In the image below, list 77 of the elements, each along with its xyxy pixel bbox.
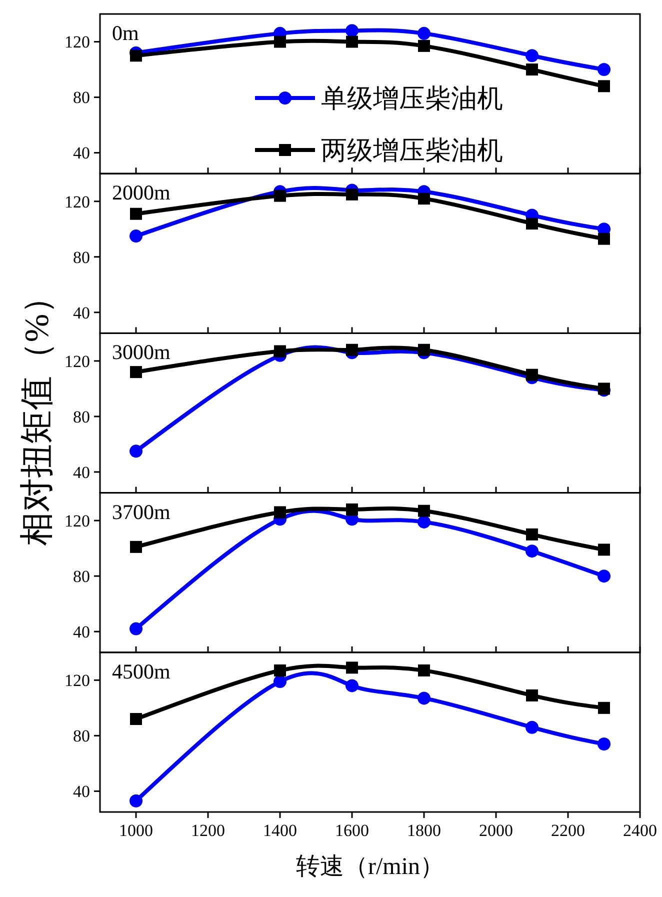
point — [130, 208, 142, 220]
point — [346, 662, 358, 674]
y-tick-label: 40 — [73, 462, 90, 482]
point — [418, 664, 430, 676]
point — [418, 26, 430, 40]
point — [598, 232, 610, 245]
point — [346, 679, 358, 692]
point — [598, 544, 610, 556]
legend-label: 单级增压柴油机 — [321, 84, 503, 113]
y-tick-label: 80 — [73, 88, 90, 108]
point — [130, 794, 142, 808]
point — [274, 664, 286, 676]
point — [346, 188, 358, 200]
point — [598, 570, 610, 583]
point — [526, 544, 538, 558]
point — [598, 702, 610, 714]
point — [346, 24, 358, 38]
point — [526, 218, 538, 230]
annotation: 2000m — [112, 180, 170, 205]
point — [526, 368, 538, 381]
y-tick-label: 40 — [73, 144, 90, 163]
point — [130, 622, 142, 636]
legend-label: 两级增压柴油机 — [321, 136, 503, 165]
y-tick-label: 120 — [64, 671, 90, 690]
point — [526, 528, 538, 540]
y-tick-label: 120 — [64, 192, 90, 212]
x-tick-label: 1600 — [335, 821, 369, 840]
point — [418, 344, 430, 356]
point — [274, 190, 286, 202]
x-tick-label: 2200 — [551, 821, 585, 840]
y-tick-label: 80 — [73, 407, 90, 426]
point — [526, 689, 538, 702]
x-axis-title: 转速（r/min） — [296, 854, 444, 880]
point — [130, 444, 142, 458]
x-tick-label: 2000 — [479, 821, 513, 840]
y-tick-label: 40 — [73, 782, 90, 802]
point — [526, 720, 538, 734]
point — [598, 737, 610, 750]
point — [346, 36, 358, 48]
point — [598, 63, 610, 76]
x-tick-label: 1800 — [407, 821, 441, 840]
point — [130, 540, 142, 553]
x-tick-label: 1000 — [119, 821, 153, 840]
point — [526, 64, 538, 76]
point — [130, 50, 142, 62]
point — [130, 366, 142, 378]
y-tick-label: 120 — [64, 352, 90, 371]
point — [418, 504, 430, 517]
y-axis-title: 相对扭矩值（%） — [19, 280, 56, 546]
point — [274, 345, 286, 358]
x-tick-label: 1400 — [263, 821, 297, 840]
point — [346, 503, 358, 516]
x-tick-label: 1200 — [191, 821, 225, 840]
y-tick-label: 80 — [73, 567, 90, 586]
annotation: 3700m — [112, 500, 170, 524]
y-tick-label: 80 — [73, 248, 90, 267]
point — [130, 713, 142, 726]
point — [274, 675, 286, 688]
y-tick-label: 40 — [73, 303, 90, 322]
annotation: 4500m — [112, 659, 170, 684]
point — [346, 344, 358, 356]
x-tick-label: 2400 — [623, 821, 657, 840]
y-tick-label: 120 — [64, 32, 90, 52]
point — [418, 192, 430, 205]
annotation: 0m — [112, 21, 139, 45]
y-tick-label: 80 — [73, 726, 90, 746]
point — [418, 692, 430, 705]
point — [526, 49, 538, 62]
point — [418, 515, 430, 528]
annotation: 3000m — [112, 340, 170, 364]
point — [274, 506, 286, 518]
point — [418, 40, 430, 52]
point — [274, 36, 286, 48]
y-tick-label: 40 — [73, 622, 90, 642]
y-tick-label: 120 — [64, 512, 90, 531]
point — [130, 230, 142, 243]
point — [598, 80, 610, 92]
